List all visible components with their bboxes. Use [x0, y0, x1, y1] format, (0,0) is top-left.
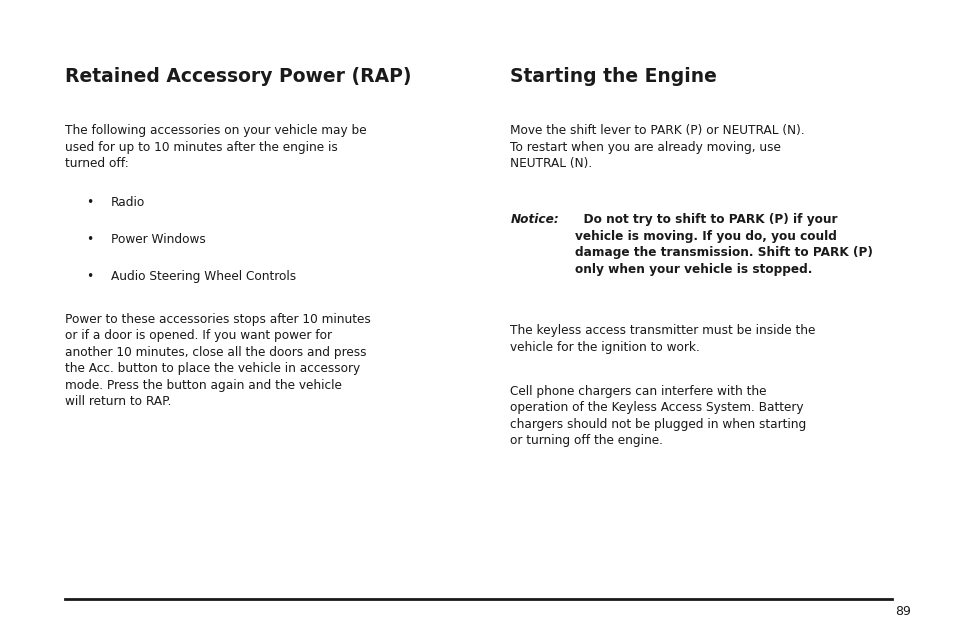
Text: Power to these accessories stops after 10 minutes
or if a door is opened. If you: Power to these accessories stops after 1…: [65, 313, 370, 408]
Text: The following accessories on your vehicle may be
used for up to 10 minutes after: The following accessories on your vehicl…: [65, 124, 366, 170]
Text: Audio Steering Wheel Controls: Audio Steering Wheel Controls: [111, 270, 295, 282]
Text: Starting the Engine: Starting the Engine: [510, 67, 717, 86]
Text: 89: 89: [894, 605, 910, 618]
Text: Radio: Radio: [111, 196, 145, 209]
Text: Notice:: Notice:: [510, 213, 558, 226]
Text: •: •: [86, 196, 93, 209]
Text: Cell phone chargers can interfere with the
operation of the Keyless Access Syste: Cell phone chargers can interfere with t…: [510, 385, 806, 447]
Text: •: •: [86, 270, 93, 282]
Text: Do not try to shift to PARK (P) if your
vehicle is moving. If you do, you could
: Do not try to shift to PARK (P) if your …: [575, 213, 872, 275]
Text: •: •: [86, 233, 93, 245]
Text: Power Windows: Power Windows: [111, 233, 205, 245]
Text: Move the shift lever to PARK (P) or NEUTRAL (N).
To restart when you are already: Move the shift lever to PARK (P) or NEUT…: [510, 124, 804, 170]
Text: Retained Accessory Power (RAP): Retained Accessory Power (RAP): [65, 67, 411, 86]
Text: The keyless access transmitter must be inside the
vehicle for the ignition to wo: The keyless access transmitter must be i…: [510, 324, 815, 354]
